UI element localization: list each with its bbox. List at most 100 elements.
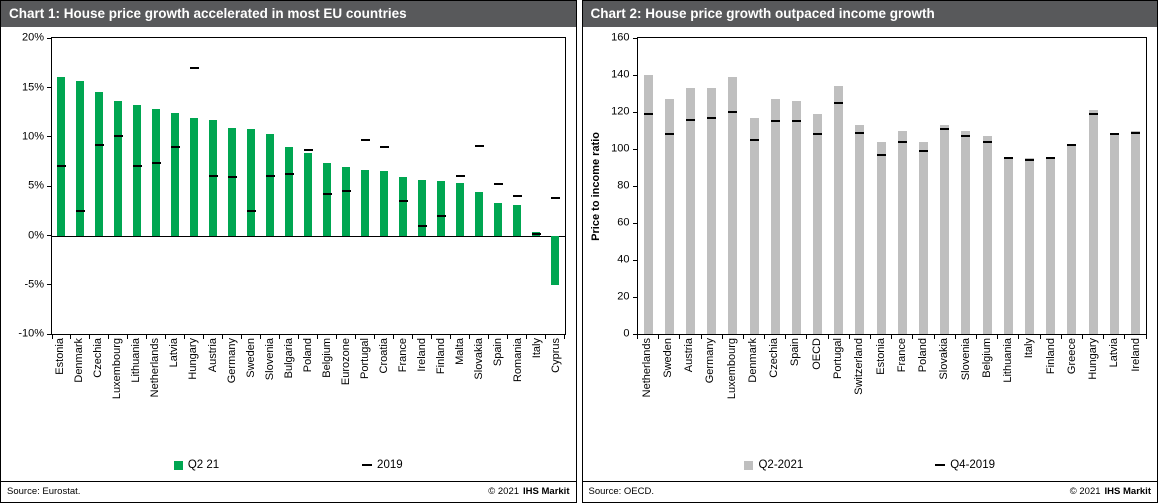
chart2-panel: Chart 2: House price growth outpaced inc… (581, 0, 1158, 503)
x-label-cell-spain: Spain (489, 338, 508, 438)
bar-oecd (813, 114, 823, 335)
x-axis-tick (742, 335, 744, 340)
x-axis-category-label: Sweden (244, 338, 257, 378)
x-axis-tick (891, 335, 893, 340)
x-axis-category-label: Austria (683, 338, 696, 373)
x-axis-category-label: Luxembourg (725, 338, 738, 400)
marker-denmark (749, 138, 759, 141)
x-axis-tick (1018, 335, 1020, 340)
bar-bulgaria (285, 146, 294, 236)
x-axis-tick (1081, 335, 1083, 340)
x-axis-category-label: Sweden (661, 338, 674, 378)
x-axis-tick (374, 335, 376, 340)
chart2-x-axis-labels: Netherlands Sweden Austria Germany Luxembour… (637, 338, 1148, 438)
x-label-cell-italy: Italy (1019, 338, 1040, 438)
legend-item-q2-21: Q2 21 (173, 459, 219, 471)
bar-italy (1024, 158, 1034, 335)
bar-lithuania (1003, 156, 1013, 335)
bar-croatia (380, 171, 389, 236)
marker-slovakia (940, 127, 950, 130)
zero-axis-line (52, 235, 565, 237)
x-label-cell-sweden: Sweden (242, 338, 261, 438)
x-axis-category-label: Poland (917, 338, 930, 373)
x-axis-tick (298, 335, 300, 340)
x-axis-category-label: Cyprus (549, 338, 562, 374)
x-label-cell-netherlands: Netherlands (637, 338, 658, 438)
chart2-y-axis: 160 140 120 100 80 60 40 20 0 (605, 32, 637, 339)
bar-portugal (834, 86, 844, 335)
x-axis-tick (412, 335, 414, 340)
chart2-y-axis-title-column: Price to income ratio (587, 37, 605, 335)
marker-malta (455, 175, 465, 178)
marker-ireland (417, 224, 427, 227)
marker-austria (208, 175, 218, 178)
marker-hungary (1088, 113, 1098, 116)
x-axis-category-label: Poland (301, 338, 314, 373)
x-axis-category-label: Belgium (320, 338, 333, 378)
x-axis-category-label: Czechia (768, 338, 781, 378)
x-axis-tick (393, 335, 395, 340)
x-axis-category-label: Croatia (378, 338, 391, 374)
y-axis-tick-label: 80 (617, 179, 630, 192)
marker-poland (919, 150, 929, 153)
x-label-cell-croatia: Croatia (375, 338, 394, 438)
x-axis-tick (806, 335, 808, 340)
x-axis-category-label: Spain (492, 338, 505, 367)
bar-cyprus (551, 235, 559, 285)
x-axis-tick (450, 335, 452, 340)
legend-label-q4-2019: Q4-2019 (950, 459, 995, 471)
y-axis-tick-label: 20% (21, 31, 44, 44)
x-label-cell-latvia: Latvia (1104, 338, 1125, 438)
legend-item-q4-2019: Q4-2019 (935, 459, 995, 471)
marker-finland (1046, 157, 1056, 160)
y-axis-tick (47, 284, 51, 286)
chart1-copyright-brand: IHS Markit (523, 486, 570, 497)
x-axis-tick (108, 335, 110, 340)
marker-bulgaria (284, 173, 294, 176)
marker-latvia (1109, 133, 1119, 136)
x-axis-category-label: Slovenia (263, 338, 276, 381)
bar-sweden (247, 128, 256, 236)
x-axis-tick (469, 335, 471, 340)
x-label-cell-lithuania: Lithuania (127, 338, 146, 438)
bar-belgium (323, 163, 332, 236)
legend-swatch-2019-icon (362, 464, 373, 466)
bar-greece (1067, 143, 1077, 335)
x-axis-tick (912, 335, 914, 340)
chart1-body: 20% 15% 10% 5% 0% -5% -10% Estonia Denmark Czech… (1, 27, 576, 438)
x-axis-tick (222, 335, 224, 340)
x-axis-tick (1124, 335, 1126, 340)
x-label-cell-cyprus: Cyprus (547, 338, 566, 438)
bar-denmark (76, 80, 85, 236)
x-axis-tick (336, 335, 338, 340)
x-axis-tick (279, 335, 281, 340)
chart1-copyright-year: © 2021 (488, 486, 520, 497)
bar-poland (304, 152, 313, 236)
x-label-cell-denmark: Denmark (743, 338, 764, 438)
x-axis-tick (764, 335, 766, 340)
y-axis-tick-label: 100 (611, 142, 630, 155)
x-label-cell-austria: Austria (204, 338, 223, 438)
x-axis-category-label: Portugal (832, 338, 845, 380)
x-label-cell-poland: Poland (913, 338, 934, 438)
x-axis-tick (1060, 335, 1062, 340)
bar-austria (209, 120, 218, 236)
x-axis-category-label: Lithuania (130, 338, 143, 383)
chart1-x-axis-labels: Estonia Denmark Czechia Luxembourg Lithuania… (51, 338, 566, 438)
marker-poland (303, 148, 313, 151)
bar-finland (1046, 156, 1056, 335)
x-axis-tick (317, 335, 319, 340)
y-axis-tick-label: 60 (617, 216, 630, 229)
bar-estonia (876, 141, 886, 335)
y-axis-tick (632, 111, 637, 113)
x-axis-tick (975, 335, 977, 340)
marker-estonia (56, 165, 66, 168)
x-label-cell-romania: Romania (509, 338, 528, 438)
x-axis-category-label: Eurozone (339, 338, 352, 386)
marker-romania (512, 195, 522, 198)
x-axis-category-label: OECD (810, 338, 823, 370)
x-axis-tick (954, 335, 956, 340)
x-axis-category-label: Germany (704, 338, 717, 384)
bar-france (399, 177, 408, 236)
